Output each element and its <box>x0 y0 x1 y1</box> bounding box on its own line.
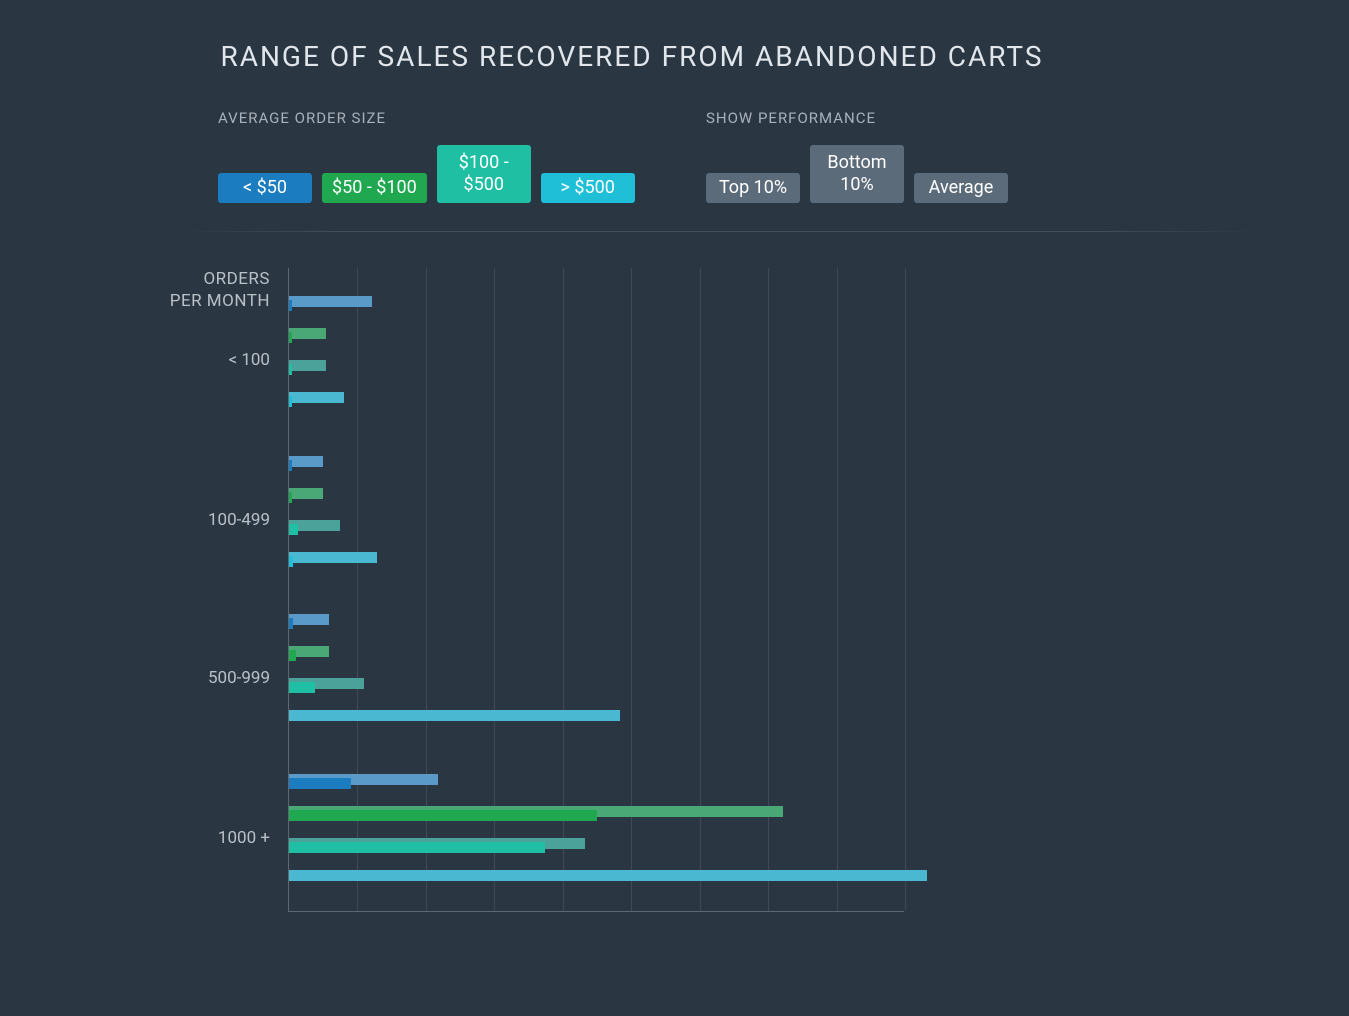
bar-range-low <box>289 810 597 821</box>
bar-range-low <box>289 492 292 503</box>
order-size-button[interactable]: < $50 <box>218 173 312 203</box>
bar-row <box>289 360 904 374</box>
order-size-button[interactable]: > $500 <box>541 173 635 203</box>
bar-row <box>289 614 904 628</box>
bar-range-low <box>289 332 292 343</box>
bar-row <box>289 488 904 502</box>
bar-range-high <box>289 552 377 563</box>
bar-group <box>289 614 904 724</box>
bar-range-high <box>289 296 372 307</box>
bar-range-low <box>289 682 315 693</box>
order-size-button[interactable]: $50 - $100 <box>322 173 427 203</box>
bar-range-low <box>289 618 293 629</box>
bar-range-high <box>289 710 620 721</box>
bar-range-low <box>289 524 298 535</box>
y-category-label: 100-499 <box>208 510 270 530</box>
bar-range-low <box>289 556 293 567</box>
controls-row: AVERAGE ORDER SIZE < $50 $50 - $100 $100 -… <box>0 109 1264 203</box>
bar-row <box>289 328 904 342</box>
bar-range-high <box>289 360 326 371</box>
bar-row <box>289 678 904 692</box>
page-title: RANGE OF SALES RECOVERED FROM ABANDONED … <box>0 40 1264 73</box>
y-category-label: 1000 + <box>218 828 270 848</box>
bar-range-low <box>289 364 292 375</box>
bar-group <box>289 774 904 884</box>
bar-range-low <box>289 396 292 407</box>
bar-row <box>289 392 904 406</box>
order-size-button[interactable]: $100 -$500 <box>437 145 531 203</box>
section-divider <box>178 231 1258 232</box>
plot-area <box>288 268 904 912</box>
bar-range-high <box>289 488 323 499</box>
performance-button[interactable]: Average <box>914 173 1008 203</box>
bar-range-high <box>289 614 329 625</box>
bar-row <box>289 838 904 852</box>
performance-label: SHOW PERFORMANCE <box>706 109 1008 127</box>
gridline <box>905 268 906 911</box>
bar-range-high <box>289 870 927 881</box>
bar-range-low <box>289 460 292 471</box>
bar-row <box>289 296 904 310</box>
bar-row <box>289 774 904 788</box>
bar-row <box>289 870 904 884</box>
performance-buttons: Top 10% Bottom10% Average <box>706 145 1008 203</box>
bar-row <box>289 520 904 534</box>
order-size-control: AVERAGE ORDER SIZE < $50 $50 - $100 $100 -… <box>218 109 706 203</box>
bar-row <box>289 806 904 820</box>
chart: ORDERS PER MONTH < 100 100-499 500-999 1000… <box>0 268 1264 928</box>
order-size-label: AVERAGE ORDER SIZE <box>218 109 706 127</box>
bar-group <box>289 296 904 406</box>
y-header-line2: PER MONTH <box>170 291 270 311</box>
bar-row <box>289 710 904 724</box>
bar-group <box>289 456 904 566</box>
bar-range-high <box>289 392 344 403</box>
bar-range-low <box>289 842 545 853</box>
y-header-line1: ORDERS <box>203 269 270 289</box>
bar-range-low <box>289 300 292 311</box>
performance-button[interactable]: Bottom10% <box>810 145 904 203</box>
bar-row <box>289 456 904 470</box>
performance-control: SHOW PERFORMANCE Top 10% Bottom10% Average <box>706 109 1008 203</box>
bar-range-low <box>289 778 351 789</box>
y-axis-header: ORDERS PER MONTH <box>170 268 270 312</box>
y-category-label: 500-999 <box>208 668 270 688</box>
performance-button[interactable]: Top 10% <box>706 173 800 203</box>
bar-range-high <box>289 456 323 467</box>
dashboard-container: RANGE OF SALES RECOVERED FROM ABANDONED … <box>0 0 1264 928</box>
bar-row <box>289 552 904 566</box>
y-category-label: < 100 <box>228 350 270 370</box>
bar-range-low <box>289 650 296 661</box>
bar-row <box>289 646 904 660</box>
order-size-buttons: < $50 $50 - $100 $100 -$500 > $500 <box>218 145 706 203</box>
bar-range-high <box>289 328 326 339</box>
